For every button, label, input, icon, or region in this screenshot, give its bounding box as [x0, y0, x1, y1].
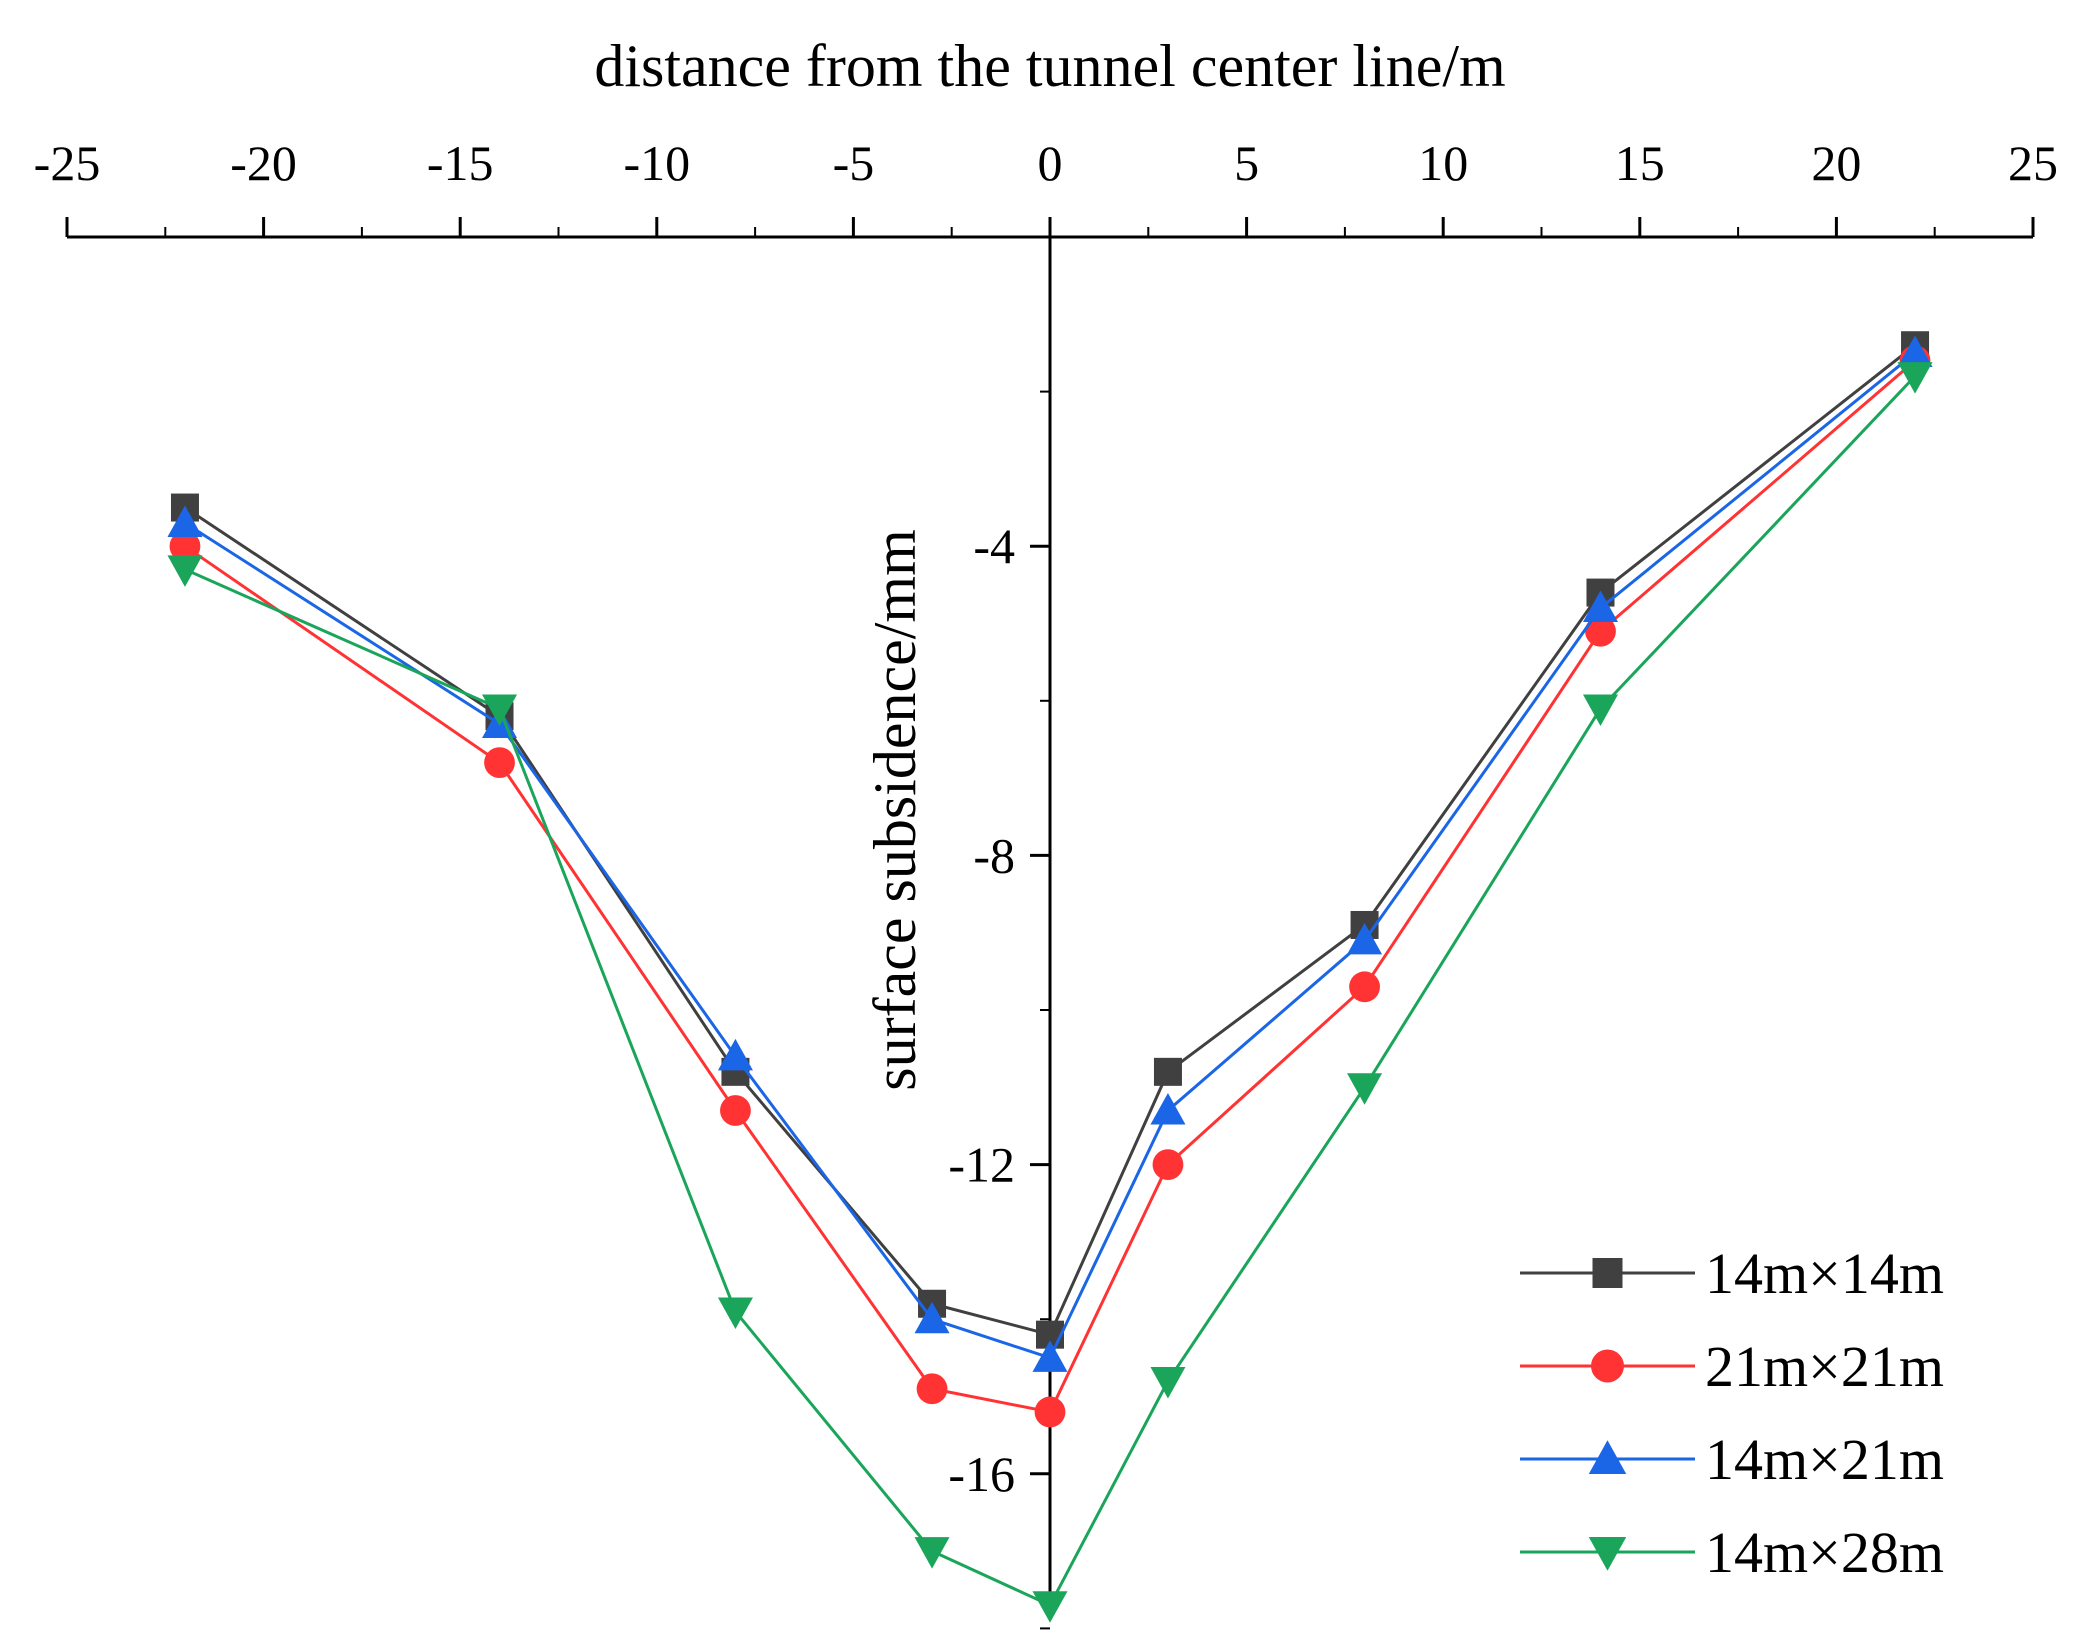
data-point — [1897, 362, 1933, 394]
legend-label: 21m×21m — [1705, 1334, 1944, 1399]
data-point — [1347, 922, 1383, 955]
data-point — [1347, 1073, 1383, 1105]
series-4 — [167, 362, 1933, 1623]
data-point — [717, 1038, 753, 1071]
axes: -25 -20 -15 -10 -5 0 5 10 15 20 25 -4 -8 -12 -16 — [34, 135, 2058, 1630]
data-point — [1582, 590, 1618, 623]
data-point — [1034, 1396, 1066, 1428]
x-tick-label: -5 — [833, 135, 875, 191]
data-point — [484, 747, 515, 779]
x-tick-label: 15 — [1615, 135, 1665, 191]
x-tick-label: 25 — [2008, 135, 2058, 191]
x-tick-label: -25 — [34, 135, 101, 191]
legend-marker — [1588, 1537, 1627, 1571]
legend-label: 14m×14m — [1705, 1241, 1944, 1306]
data-point — [916, 1373, 948, 1405]
y-tick-label: -8 — [973, 827, 1015, 883]
legend-marker — [1592, 1258, 1623, 1288]
y-tick-label: -12 — [948, 1137, 1015, 1193]
data-point — [1585, 615, 1616, 647]
x-tick-label: 10 — [1418, 135, 1468, 191]
data-point — [1153, 1057, 1182, 1086]
x-tick-label: 20 — [1811, 135, 1861, 191]
data-point — [167, 505, 203, 538]
y-tick-label: -16 — [948, 1446, 1015, 1502]
legend-label: 14m×28m — [1705, 1520, 1944, 1585]
y-tick-label: -4 — [973, 518, 1015, 574]
legend-item: 14m×21m — [1520, 1427, 1944, 1492]
data-point — [717, 1297, 753, 1329]
data-point — [482, 694, 518, 727]
data-point — [720, 1095, 751, 1126]
x-tick-label: -20 — [230, 135, 297, 191]
data-point — [1150, 1367, 1186, 1399]
data-point — [1349, 971, 1380, 1003]
data-point — [169, 530, 201, 562]
data-point — [1897, 335, 1933, 367]
data-point — [1150, 1092, 1186, 1125]
data-point — [1582, 694, 1618, 727]
data-point — [1032, 1591, 1068, 1623]
legend-marker — [1588, 1440, 1627, 1474]
legend-item: 14m×14m — [1520, 1241, 1944, 1306]
x-tick-label: -15 — [427, 135, 494, 191]
data-point — [914, 1537, 950, 1569]
y-axis-title: surface subsidence/mm — [862, 529, 928, 1090]
series-layer — [167, 331, 1933, 1623]
legend-item: 21m×21m — [1520, 1334, 1944, 1399]
x-tick-label: 5 — [1234, 135, 1259, 191]
data-point — [1032, 1340, 1068, 1372]
legend-label: 14m×21m — [1705, 1427, 1944, 1492]
data-point — [914, 1301, 950, 1334]
data-point — [167, 555, 203, 587]
legend-item: 14m×28m — [1520, 1520, 1944, 1585]
x-axis-title: distance from the tunnel center line/m — [594, 33, 1505, 99]
x-tick-label: -10 — [623, 135, 690, 191]
legend: 14m×14m 21m×21m 14m×21m 14m×28m — [1520, 1241, 1944, 1585]
legend-marker — [1591, 1349, 1624, 1383]
data-point — [1152, 1149, 1184, 1180]
x-tick-label: 0 — [1038, 135, 1063, 191]
